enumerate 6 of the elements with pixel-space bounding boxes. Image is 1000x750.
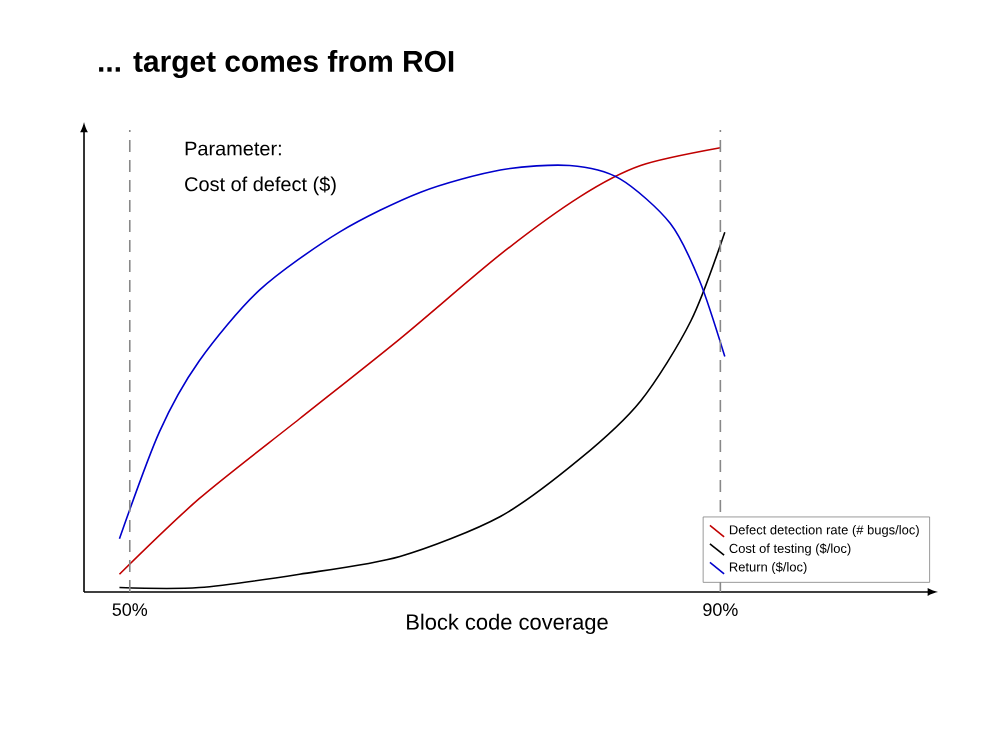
chart-title: ... target comes from ROI bbox=[99, 50, 454, 78]
x-tick-label: 90% bbox=[703, 603, 738, 616]
x-axis-title: Block code coverage bbox=[407, 613, 608, 635]
x-tick-label: 50% bbox=[112, 603, 148, 616]
annotation: Cost of defect ($) bbox=[185, 176, 336, 196]
annotation: Parameter: bbox=[185, 141, 281, 156]
